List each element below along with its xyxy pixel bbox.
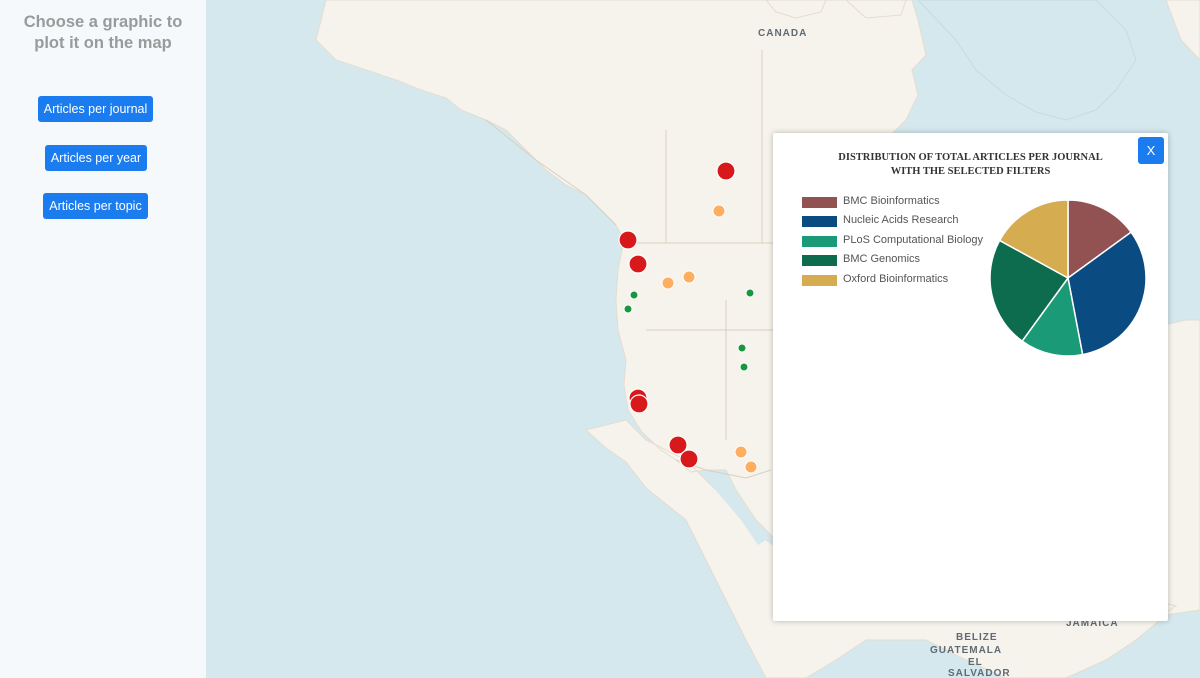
marker-large[interactable] bbox=[629, 394, 649, 414]
popup-title: DISTRIBUTION OF TOTAL ARTICLES PER JOURN… bbox=[823, 151, 1118, 179]
popup-title-line1: DISTRIBUTION OF TOTAL ARTICLES PER JOURN… bbox=[838, 152, 1103, 163]
legend-label: PLoS Computational Biology bbox=[843, 233, 984, 246]
marker-small[interactable] bbox=[739, 362, 749, 372]
legend-swatch bbox=[802, 216, 837, 228]
marker-large[interactable] bbox=[668, 435, 688, 455]
pie-slice-bmc-genomics[interactable] bbox=[989, 239, 1070, 343]
label-jamaica: JAMAICA bbox=[1066, 618, 1119, 629]
map-markers[interactable] bbox=[618, 161, 758, 474]
label-salvador: SALVADOR bbox=[948, 668, 1011, 678]
legend-swatch bbox=[802, 197, 837, 208]
articles-per-year-button[interactable]: Articles per year bbox=[45, 145, 147, 171]
marker-small[interactable] bbox=[745, 288, 755, 298]
pie-slice-oxford-bioinformatics[interactable] bbox=[998, 199, 1069, 280]
marker-medium[interactable] bbox=[712, 204, 726, 218]
marker-medium[interactable] bbox=[744, 460, 758, 474]
chart-popup: DISTRIBUTION OF TOTAL ARTICLES PER JOURN… bbox=[773, 133, 1168, 621]
arctic-islands bbox=[765, 0, 907, 19]
sidebar-title-line2: plot it on the map bbox=[34, 34, 172, 52]
legend-swatch bbox=[802, 235, 837, 247]
greenland bbox=[1165, 0, 1200, 61]
gulf-of-california bbox=[711, 472, 766, 545]
marker-large[interactable] bbox=[716, 161, 736, 181]
legend-label: Nucleic Acids Research bbox=[843, 214, 959, 227]
marker-small[interactable] bbox=[737, 343, 747, 353]
sidebar: Choose a graphic to plot it on the map A… bbox=[0, 0, 206, 678]
label-canada: CANADA bbox=[758, 28, 807, 39]
marker-large[interactable] bbox=[679, 449, 699, 469]
hudson-bay bbox=[917, 0, 1137, 121]
marker-large[interactable] bbox=[628, 254, 648, 274]
pie-slice-bmc-bioinformatics[interactable] bbox=[1067, 199, 1133, 280]
legend-label: BMC Genomics bbox=[843, 253, 921, 266]
pie-chart bbox=[989, 199, 1147, 357]
marker-medium[interactable] bbox=[682, 270, 696, 284]
close-button[interactable]: X bbox=[1138, 137, 1164, 164]
sidebar-title: Choose a graphic to plot it on the map bbox=[0, 12, 206, 54]
label-el: EL bbox=[968, 657, 983, 668]
marker-medium[interactable] bbox=[734, 445, 748, 459]
legend-label: Oxford Bioinformatics bbox=[843, 272, 949, 285]
marker-small[interactable] bbox=[623, 304, 633, 314]
label-belize: BELIZE bbox=[956, 632, 998, 643]
articles-per-topic-button[interactable]: Articles per topic bbox=[43, 193, 148, 219]
marker-medium[interactable] bbox=[661, 276, 675, 290]
legend-label: BMC Bioinformatics bbox=[843, 195, 940, 207]
marker-large[interactable] bbox=[618, 230, 638, 250]
articles-per-journal-button[interactable]: Articles per journal bbox=[38, 96, 153, 122]
pie-slice-plos-computational-biology[interactable] bbox=[1021, 276, 1084, 357]
legend-swatch bbox=[802, 255, 837, 267]
label-guatemala: GUATEMALA bbox=[930, 645, 1002, 656]
pie-slice-nucleic-acids-research[interactable] bbox=[1067, 231, 1147, 356]
popup-title-line2: WITH THE SELECTED FILTERS bbox=[890, 166, 1051, 177]
legend-swatch bbox=[802, 274, 837, 286]
marker-small[interactable] bbox=[629, 290, 639, 300]
sidebar-title-line1: Choose a graphic to bbox=[23, 13, 183, 31]
